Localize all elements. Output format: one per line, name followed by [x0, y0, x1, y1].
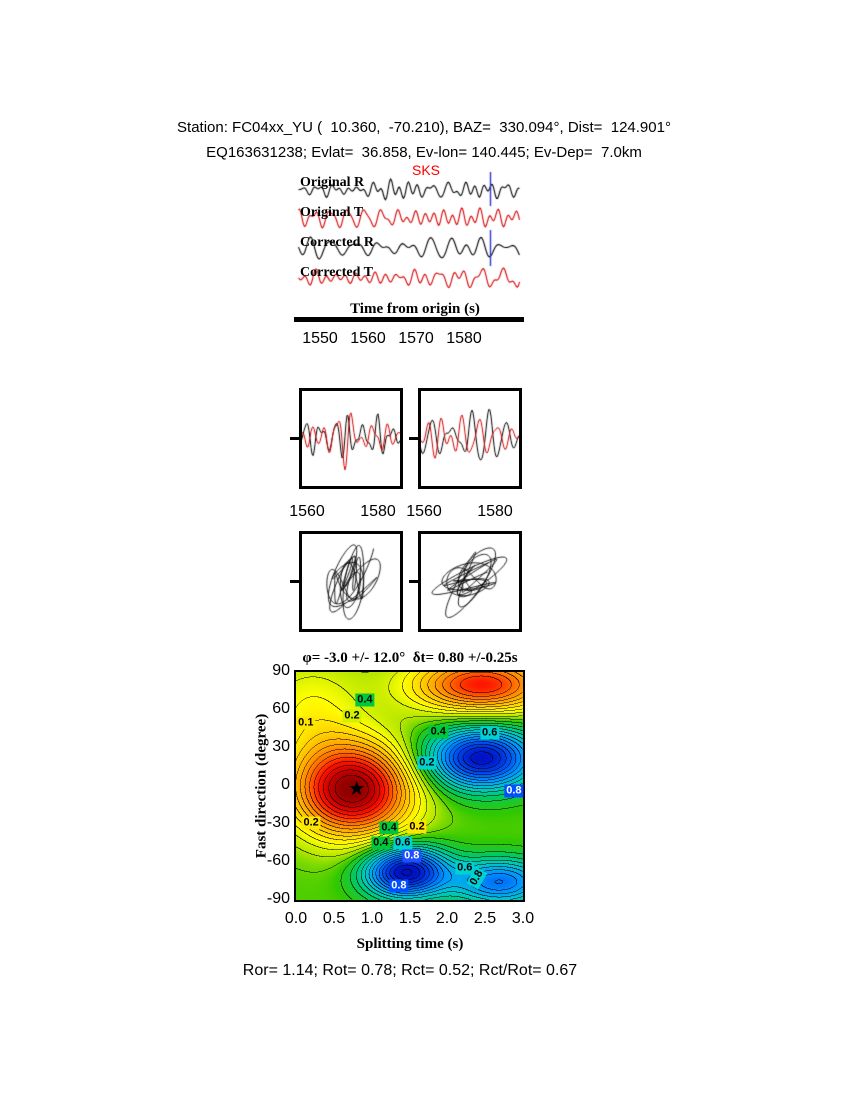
phi-tick: -30	[266, 814, 290, 831]
contour-label: 0.1	[296, 716, 316, 730]
contour-label: 0.4	[355, 693, 375, 707]
best-fit-star: ★	[347, 777, 366, 800]
time-tick: 1560	[350, 330, 386, 347]
trace-label-corrected-r: Corrected R	[300, 235, 374, 250]
misfit-contour-canvas	[296, 672, 523, 900]
dt-tick: 3.0	[511, 910, 535, 927]
contour-label: 0.8	[389, 879, 409, 893]
dt-tick: 2.5	[473, 910, 497, 927]
event-info-line: EQ163631238; Evlat= 36.858, Ev-lon= 140.…	[206, 144, 642, 161]
time-tick: 1570	[398, 330, 434, 347]
zero-tick	[290, 437, 299, 440]
contour-label: 0.2	[417, 756, 437, 770]
window-tick: 1560	[289, 503, 325, 520]
phi-tick: 30	[272, 738, 290, 755]
dt-tick: 0.5	[322, 910, 346, 927]
phi-tick: 0	[281, 776, 290, 793]
trace-label-original-t: Original T	[300, 205, 364, 220]
contour-label: 0.4	[428, 725, 448, 739]
window-tick: 1560	[406, 503, 442, 520]
particle-motion-box-original	[299, 531, 403, 632]
phi-tick: 90	[272, 662, 290, 679]
dt-tick: 0.0	[284, 910, 308, 927]
window-corrected-canvas	[421, 391, 519, 486]
contour-label: 0.6	[480, 726, 500, 740]
window-tick: 1580	[360, 503, 396, 520]
time-axis-label: Time from origin (s)	[350, 301, 480, 317]
misfit-contour-plot: ★ 0.4 0.2 0.1 0.4 0.6 0.2 0.8 0.2 0.4 0.2 0.4 0.6 0.…	[294, 670, 525, 902]
window-tick: 1580	[477, 503, 513, 520]
phi-tick: -90	[266, 890, 290, 907]
contour-label: 0.4	[379, 821, 399, 835]
contour-label: 0.8	[504, 784, 524, 798]
time-tick: 1580	[446, 330, 482, 347]
contour-label: 0.2	[301, 816, 321, 830]
dt-tick: 2.0	[435, 910, 459, 927]
trace-label-original-r: Original R	[300, 175, 365, 190]
pm-corrected-canvas	[421, 534, 519, 629]
zero-tick	[409, 437, 418, 440]
contour-label: 0.2	[342, 709, 362, 723]
phase-label: SKS	[412, 162, 441, 178]
contour-label: 0.8	[402, 849, 422, 863]
window-original-canvas	[302, 391, 400, 486]
window-box-original	[299, 388, 403, 489]
phi-tick: 60	[272, 700, 290, 717]
contour-label: 0.6	[393, 836, 413, 850]
quality-metrics: Ror= 1.14; Rot= 0.78; Rct= 0.52; Rct/Rot…	[242, 962, 578, 979]
dt-tick: 1.5	[398, 910, 422, 927]
dt-tick: 1.0	[360, 910, 384, 927]
particle-motion-box-corrected	[418, 531, 522, 632]
zero-tick	[409, 580, 418, 583]
contour-label: 0.4	[371, 836, 391, 850]
splitting-time-axis-label: Splitting time (s)	[356, 936, 464, 952]
splitting-result-title: φ= -3.0 +/- 12.0° δt= 0.80 +/-0.25s	[302, 650, 518, 666]
time-tick: 1550	[302, 330, 338, 347]
window-box-corrected	[418, 388, 522, 489]
trace-label-corrected-t: Corrected T	[300, 265, 373, 280]
origin-waveforms-canvas	[296, 166, 523, 302]
station-info-line: Station: FC04xx_YU ( 10.360, -70.210), B…	[177, 119, 671, 136]
contour-label: 0.2	[407, 820, 427, 834]
phi-tick: -60	[266, 852, 290, 869]
time-axis-line	[294, 317, 524, 322]
pm-original-canvas	[302, 534, 400, 629]
zero-tick	[290, 580, 299, 583]
contour-label: 0.6	[455, 861, 475, 875]
